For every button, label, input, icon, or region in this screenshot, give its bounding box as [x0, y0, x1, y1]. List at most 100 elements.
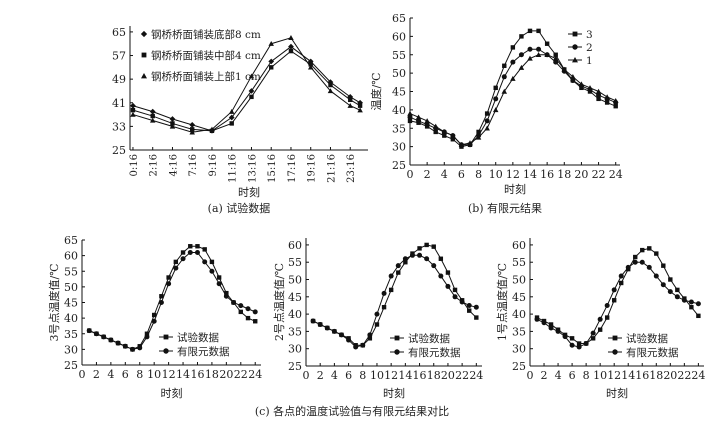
data-point: [238, 309, 243, 315]
data-point: [101, 334, 107, 340]
data-point: [654, 251, 659, 256]
data-point: [158, 300, 164, 305]
data-point: [202, 259, 208, 265]
data-point: [611, 287, 617, 293]
x-tick-label: 4: [555, 369, 562, 382]
data-point: [613, 104, 618, 109]
x-axis-label: 时刻: [383, 386, 405, 400]
data-point: [535, 52, 542, 57]
panel-a-chart: 25 33 41 49 57 65 0:16 2:16 4:16 7:16 9:16 11:16 13:…: [112, 26, 368, 215]
legend-label: 试验数据: [408, 332, 450, 345]
y-axis-label: 2号点温度值/℃: [272, 263, 286, 341]
data-point: [661, 263, 666, 268]
x-tick-label: 0: [303, 369, 310, 382]
data-point: [248, 88, 255, 94]
y-tick-label: 50: [392, 67, 406, 80]
data-point: [416, 118, 422, 124]
y-tick-label: 35: [392, 122, 406, 135]
data-point: [173, 265, 179, 271]
x-tick-label: 4:16: [168, 154, 179, 176]
y-tick-label: 60: [512, 239, 526, 252]
data-point: [604, 315, 610, 320]
data-point: [310, 318, 316, 324]
data-point: [596, 96, 601, 102]
x-tick-label: 18: [427, 369, 441, 382]
data-point: [619, 280, 624, 286]
data-point: [445, 283, 451, 289]
data-point: [216, 275, 222, 280]
data-point: [209, 259, 215, 265]
data-point: [668, 277, 673, 282]
y-tick-label: 55: [64, 265, 78, 278]
data-point: [442, 133, 447, 138]
data-point: [548, 325, 554, 331]
data-point: [458, 142, 465, 147]
data-point: [466, 302, 472, 308]
x-tick-label: 16: [413, 369, 427, 382]
data-point: [544, 52, 550, 57]
data-point: [450, 132, 456, 138]
data-point: [189, 129, 195, 135]
data-point: [640, 247, 645, 253]
data-point: [597, 327, 603, 332]
y-tick-label: 57: [112, 50, 126, 63]
x-tick-label: 4: [107, 368, 114, 381]
x-axis-label: 时刻: [238, 185, 260, 199]
data-point: [166, 275, 171, 280]
data-point: [660, 282, 666, 288]
y-axis-label: 温度/℃: [369, 72, 383, 110]
x-tick-label: 10: [593, 369, 607, 382]
data-point: [149, 108, 156, 115]
data-point: [308, 62, 313, 67]
series-line: [536, 247, 699, 345]
y-tick-label: 35: [512, 325, 526, 338]
data-point: [130, 102, 136, 109]
x-tick-label: 0: [79, 368, 86, 381]
data-point: [268, 58, 275, 65]
data-point: [130, 111, 136, 117]
data-point: [407, 118, 413, 124]
data-point: [570, 77, 576, 83]
data-point: [493, 96, 499, 102]
data-point: [151, 312, 157, 318]
data-point: [604, 94, 610, 100]
legend-marker: [141, 73, 147, 79]
x-tick-label: 2:16: [149, 154, 160, 176]
y-tick-label: 50: [288, 274, 302, 287]
x-axis-label: 时刻: [606, 386, 628, 400]
data-point: [467, 308, 472, 313]
data-point: [357, 107, 363, 113]
data-point: [552, 55, 559, 61]
data-point: [459, 299, 465, 305]
data-point: [166, 281, 172, 287]
series-line: [132, 50, 361, 132]
data-point: [510, 45, 516, 50]
legend-label: 钢桥桥面铺装中部4 cm: [151, 49, 261, 62]
y-tick-label: 30: [392, 141, 406, 154]
data-point: [159, 294, 164, 299]
x-tick-label: 8: [136, 368, 143, 381]
data-point: [431, 244, 436, 249]
legend-label: 有限元数据: [408, 346, 461, 359]
x-tick-label: 20: [441, 369, 455, 382]
y-tick-label: 25: [64, 359, 78, 372]
data-point: [202, 247, 207, 252]
legend-marker: [572, 44, 578, 50]
y-axis-label: 1号点温度值/℃: [495, 263, 509, 341]
data-point: [595, 88, 602, 94]
data-point: [209, 126, 215, 132]
x-tick-label: 19:16: [307, 154, 318, 183]
data-point: [544, 41, 550, 46]
data-point: [570, 74, 576, 79]
data-point: [130, 346, 136, 352]
data-point: [675, 287, 680, 293]
data-point: [424, 242, 429, 248]
x-tick-label: 20: [219, 368, 233, 381]
data-point: [689, 304, 694, 310]
x-tick-label: 12: [506, 168, 520, 181]
data-point: [238, 303, 244, 309]
data-point: [195, 244, 200, 249]
x-tick-label: 7:16: [188, 154, 199, 176]
series-line: [536, 261, 699, 348]
